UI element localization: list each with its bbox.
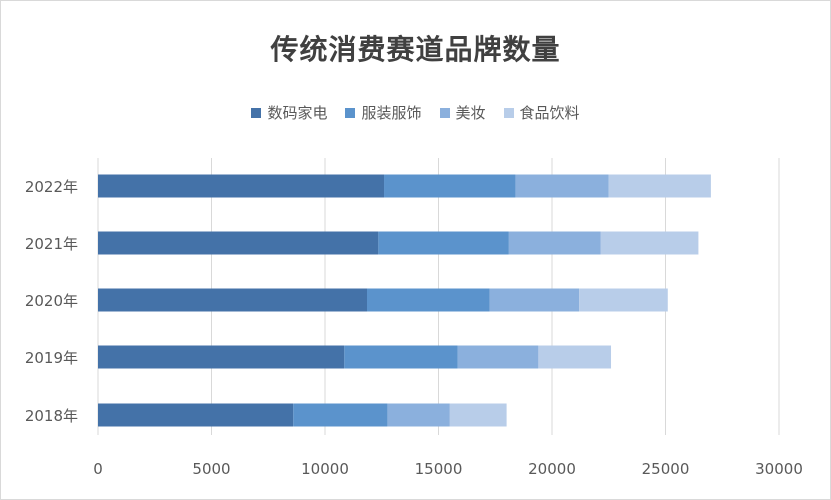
legend-label-2: 美妆 — [455, 104, 486, 122]
legend-swatch-0 — [251, 107, 262, 118]
x-tick-label-2: 10000 — [301, 460, 349, 478]
legend-item-2: 美妆 — [439, 102, 486, 123]
x-tick-label-5: 25000 — [642, 460, 690, 478]
x-tick-label-0: 0 — [93, 460, 103, 478]
bar-2-0 — [98, 288, 367, 312]
legend-label-3: 食品饮料 — [519, 104, 580, 122]
y-tick-label-3: 2021年 — [25, 235, 78, 253]
y-tick-label-4: 2022年 — [25, 178, 78, 196]
legend-swatch-2 — [439, 107, 450, 118]
bar-4-2 — [515, 174, 609, 198]
bar-3-1 — [378, 231, 509, 255]
chart-title: 传统消费赛道品牌数量 — [270, 33, 561, 66]
legend-item-1: 服装服饰 — [345, 102, 422, 123]
bar-2-3 — [579, 288, 668, 312]
y-tick-label-2: 2020年 — [25, 292, 78, 310]
legend: 数码家电 服装服饰 美妆 食品饮料 — [0, 102, 831, 123]
legend-swatch-1 — [345, 107, 356, 118]
bar-0-2 — [387, 403, 450, 427]
bar-4-1 — [384, 174, 516, 198]
legend-label-0: 数码家电 — [267, 104, 328, 122]
bar-4-0 — [98, 174, 385, 198]
bar-0-1 — [293, 403, 388, 427]
legend-swatch-3 — [503, 107, 514, 118]
bar-1-2 — [457, 345, 539, 369]
x-tick-label-1: 5000 — [192, 460, 230, 478]
y-tick-label-1: 2019年 — [25, 349, 78, 367]
x-tick-label-3: 15000 — [415, 460, 463, 478]
x-tick-label-4: 20000 — [528, 460, 576, 478]
y-tick-label-0: 2018年 — [25, 407, 78, 425]
bar-0-3 — [449, 403, 507, 427]
bar-2-2 — [489, 288, 580, 312]
bar-3-3 — [600, 231, 699, 255]
bar-1-1 — [344, 345, 458, 369]
bar-1-3 — [538, 345, 612, 369]
bar-4-3 — [608, 174, 711, 198]
bar-0-0 — [98, 403, 294, 427]
legend-item-3: 食品饮料 — [503, 102, 580, 123]
bar-2-1 — [366, 288, 490, 312]
bar-1-0 — [98, 345, 345, 369]
legend-item-0: 数码家电 — [251, 102, 327, 123]
bar-3-2 — [508, 231, 601, 255]
x-tick-label-6: 30000 — [755, 460, 803, 478]
bar-3-0 — [98, 231, 379, 255]
legend-label-1: 服装服饰 — [361, 104, 422, 122]
